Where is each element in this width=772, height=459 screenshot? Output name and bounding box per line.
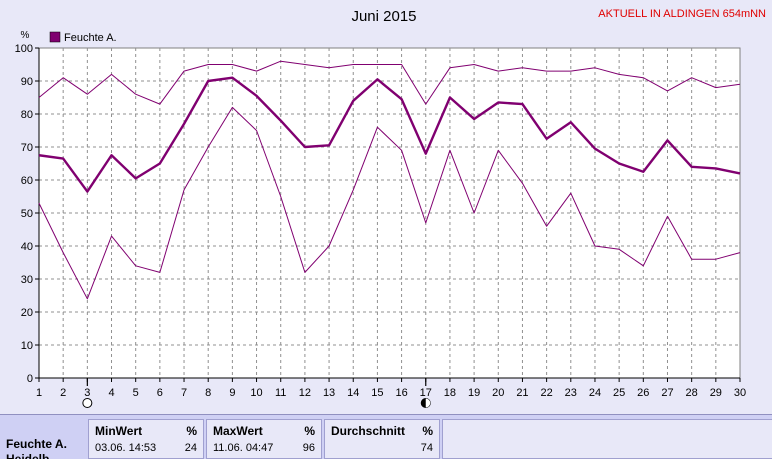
x-tick-label: 22 <box>540 387 552 399</box>
series-max-line <box>38 60 741 105</box>
x-tick-label: 29 <box>710 387 722 399</box>
y-tick-label: 100 <box>15 43 33 55</box>
legend-label: Feuchte A. <box>64 32 117 44</box>
stats-row-label-next: Heidelb... <box>6 453 59 459</box>
aktuell-label: AKTUELL IN ALDINGEN 654mNN <box>598 8 766 20</box>
moon-phase-markers <box>82 378 431 408</box>
x-tick-label: 11 <box>275 387 286 399</box>
x-tick-label: 27 <box>661 387 673 399</box>
humidity-chart: Juni 2015 AKTUELL IN ALDINGEN 654mNN 010… <box>15 8 766 408</box>
max-value-head: MaxWert <box>213 424 263 438</box>
y-tick-label: 50 <box>21 208 33 220</box>
moon-half-highlight <box>425 398 431 408</box>
y-tick-label: 60 <box>21 175 33 187</box>
stats-row-label: Feuchte A. <box>6 437 67 451</box>
min-value-box: MinWert % 03.06. 14:53 24 <box>88 419 204 459</box>
x-tick-label: 12 <box>299 387 311 399</box>
y-axis-unit-label: % <box>21 30 30 41</box>
average-box: Durchschnitt % 74 <box>324 419 440 459</box>
x-tick-label: 8 <box>205 387 211 399</box>
y-tick-label: 30 <box>21 274 33 286</box>
x-tick-label: 2 <box>60 387 66 399</box>
legend: Feuchte A. <box>49 31 117 44</box>
average-value: 74 <box>420 442 433 454</box>
chart-title: Juni 2015 <box>351 8 416 25</box>
x-tick-label: 3 <box>84 387 90 399</box>
x-tick-label: 23 <box>565 387 577 399</box>
min-value-unit: % <box>186 424 197 438</box>
stats-panel: Feuchte A. Heidelb... MinWert % 03.06. 1… <box>0 414 772 459</box>
y-tick-label: 80 <box>21 109 33 121</box>
series-mean-line <box>38 76 741 193</box>
x-tick-label: 9 <box>229 387 235 399</box>
x-tick-label: 21 <box>516 387 528 399</box>
x-tick-label: 14 <box>347 387 359 399</box>
x-tick-label: 15 <box>371 387 383 399</box>
max-value-unit: % <box>304 424 315 438</box>
min-value-head: MinWert <box>95 424 143 438</box>
y-tick-label: 10 <box>21 340 33 352</box>
x-tick-label: 20 <box>492 387 504 399</box>
x-tick-label: 7 <box>181 387 187 399</box>
x-tick-label: 13 <box>323 387 335 399</box>
y-tick-label: 90 <box>21 76 33 88</box>
y-tick-label: 20 <box>21 307 33 319</box>
y-axis: 0 10 20 30 40 50 60 70 80 90 100 <box>15 43 40 385</box>
x-tick-label: 28 <box>686 387 698 399</box>
y-tick-label: 0 <box>27 373 33 385</box>
max-value: 96 <box>302 442 315 454</box>
x-tick-label: 16 <box>395 387 407 399</box>
x-tick-label: 24 <box>589 387 601 399</box>
max-value-timestamp: 11.06. 04:47 <box>213 442 274 454</box>
average-head: Durchschnitt <box>331 424 406 438</box>
x-tick-label: 5 <box>133 387 139 399</box>
legend-swatch <box>49 31 61 43</box>
x-tick-label: 26 <box>637 387 649 399</box>
series-layer <box>38 60 741 300</box>
x-tick-label: 1 <box>36 387 42 399</box>
x-tick-label: 6 <box>157 387 163 399</box>
x-tick-label: 30 <box>734 387 746 399</box>
stats-empty-box <box>442 419 772 459</box>
full-moon-icon <box>82 398 93 408</box>
x-tick-label: 19 <box>468 387 480 399</box>
average-unit: % <box>422 424 433 438</box>
x-tick-label: 17 <box>420 387 432 399</box>
x-tick-label: 4 <box>108 387 114 399</box>
series-min-line <box>38 106 741 300</box>
x-tick-label: 25 <box>613 387 625 399</box>
min-value-timestamp: 03.06. 14:53 <box>95 442 157 454</box>
min-value: 24 <box>184 442 197 454</box>
x-axis: 1 2 3 4 5 6 7 8 9 10 11 12 13 14 15 16 17 18 19 20 21 22 23 24 2… <box>36 377 746 399</box>
x-tick-label: 18 <box>444 387 456 399</box>
x-tick-label: 10 <box>250 387 262 399</box>
y-tick-label: 40 <box>21 241 33 253</box>
max-value-box: MaxWert % 11.06. 04:47 96 <box>206 419 322 459</box>
y-tick-label: 70 <box>21 142 33 154</box>
